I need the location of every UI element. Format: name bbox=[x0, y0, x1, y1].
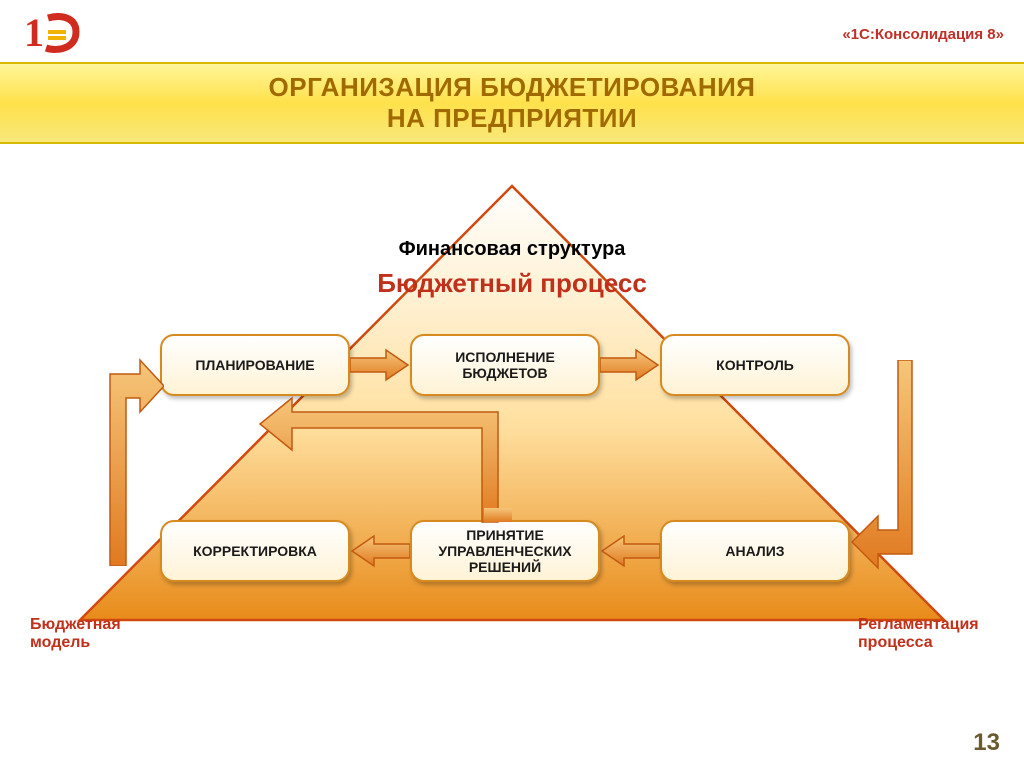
box-execution: ИСПОЛНЕНИЕ БЮДЖЕТОВ bbox=[410, 334, 600, 396]
page-number: 13 bbox=[973, 729, 1000, 757]
arrow-correction-to-planning bbox=[104, 356, 164, 566]
title-bar: ОРГАНИЗАЦИЯ БЮДЖЕТИРОВАНИЯ НА ПРЕДПРИЯТИ… bbox=[0, 62, 1024, 144]
box-label: АНАЛИЗ bbox=[725, 543, 784, 559]
anno-line: процесса bbox=[858, 634, 979, 652]
box-control: КОНТРОЛЬ bbox=[660, 334, 850, 396]
arrow-decisions-to-planning bbox=[252, 394, 512, 524]
label-budget-process: Бюджетный процесс bbox=[0, 268, 1024, 299]
arrow-exec-to-control bbox=[600, 348, 660, 382]
label-fin-structure: Финансовая структура bbox=[0, 238, 1024, 261]
diagram-region: Финансовая структура Бюджетный процесс П… bbox=[0, 180, 1024, 727]
box-label: КОРРЕКТИРОВКА bbox=[193, 543, 317, 559]
box-analysis: АНАЛИЗ bbox=[660, 520, 850, 582]
anno-line: Регламентация bbox=[858, 616, 979, 634]
box-label: ПРИНЯТИЕ УПРАВЛЕНЧЕСКИХ РЕШЕНИЙ bbox=[420, 527, 590, 575]
logo-1c: 1 bbox=[22, 8, 84, 58]
title-line-1: ОРГАНИЗАЦИЯ БЮДЖЕТИРОВАНИЯ bbox=[269, 72, 756, 103]
anno-line: Бюджетная bbox=[30, 616, 121, 634]
box-label: ПЛАНИРОВАНИЕ bbox=[195, 357, 314, 373]
annotation-budget-model: Бюджетная модель bbox=[30, 616, 121, 652]
annotation-process-reglament: Регламентация процесса bbox=[858, 616, 979, 652]
product-name: «1С:Консолидация 8» bbox=[842, 26, 1004, 43]
arrow-plan-to-exec bbox=[350, 348, 410, 382]
slide-header: 1 «1С:Консолидация 8» ОРГАНИЗАЦИЯ БЮДЖЕТ… bbox=[0, 0, 1024, 165]
svg-text:1: 1 bbox=[24, 10, 44, 55]
box-label: КОНТРОЛЬ bbox=[716, 357, 794, 373]
arrow-decisions-to-correction bbox=[350, 534, 410, 568]
title-line-2: НА ПРЕДПРИЯТИИ bbox=[387, 103, 637, 134]
box-label: ИСПОЛНЕНИЕ БЮДЖЕТОВ bbox=[420, 349, 590, 381]
box-correction: КОРРЕКТИРОВКА bbox=[160, 520, 350, 582]
box-planning: ПЛАНИРОВАНИЕ bbox=[160, 334, 350, 396]
anno-line: модель bbox=[30, 634, 121, 652]
arrow-control-to-analysis bbox=[846, 360, 916, 570]
arrow-analysis-to-decisions bbox=[600, 534, 660, 568]
box-decisions: ПРИНЯТИЕ УПРАВЛЕНЧЕСКИХ РЕШЕНИЙ bbox=[410, 520, 600, 582]
